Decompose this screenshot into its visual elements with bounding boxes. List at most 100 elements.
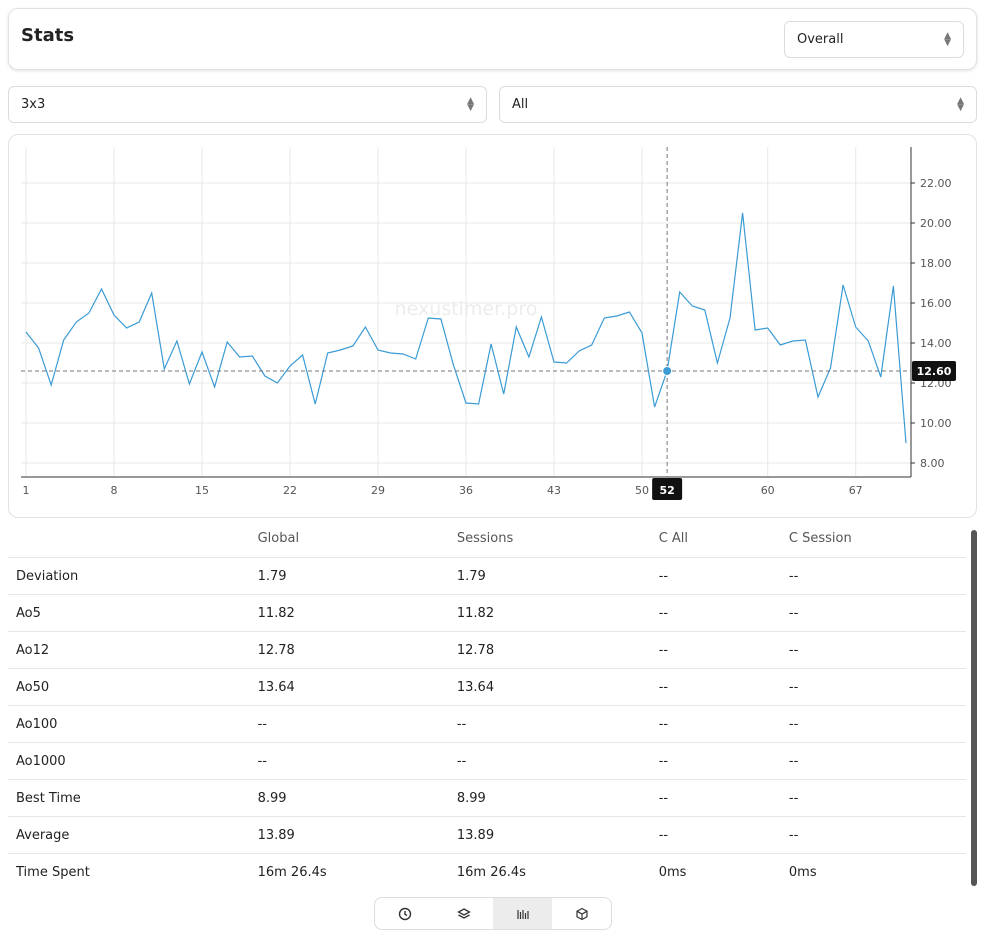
table-cell: Best Time bbox=[8, 779, 250, 817]
y-tick-label: 20.00 bbox=[920, 217, 952, 230]
table-cell: 8.99 bbox=[448, 779, 651, 817]
table-row: Ao100 -- -- -- -- bbox=[8, 705, 966, 743]
table-cell: 0ms bbox=[780, 853, 966, 890]
table-cell: 13.89 bbox=[249, 816, 449, 854]
mode-value: Overall bbox=[797, 32, 844, 47]
table-cell: Ao1000 bbox=[8, 742, 250, 780]
x-tick-label: 22 bbox=[283, 484, 297, 497]
x-tick-label: 50 bbox=[635, 484, 649, 497]
table-cell: 16m 26.4s bbox=[249, 853, 449, 890]
x-tick-label: 43 bbox=[547, 484, 561, 497]
crosshair-x-badge bbox=[652, 478, 683, 500]
y-tick-label: 22.00 bbox=[920, 177, 952, 190]
table-cell: -- bbox=[650, 816, 781, 854]
table-cell: 12.78 bbox=[448, 631, 651, 669]
table-cell: Average bbox=[8, 816, 250, 854]
table-cell: Ao100 bbox=[8, 705, 250, 743]
x-tick-label: 15 bbox=[195, 484, 209, 497]
x-tick-label: 29 bbox=[371, 484, 385, 497]
table-cell: 8.99 bbox=[249, 779, 449, 817]
icon bbox=[398, 907, 411, 920]
table-cell: -- bbox=[249, 705, 449, 743]
title: Stats bbox=[21, 25, 75, 46]
icon bbox=[516, 909, 529, 919]
table-cell: -- bbox=[780, 594, 966, 632]
table-cell: 11.82 bbox=[448, 594, 651, 632]
nav-stats[interactable] bbox=[493, 898, 552, 929]
table-cell: Ao5 bbox=[8, 594, 250, 632]
table-row: Ao1000 -- -- -- -- bbox=[8, 742, 966, 780]
table-cell: Deviation bbox=[8, 557, 250, 595]
x-tick-label: 67 bbox=[849, 484, 863, 497]
puzzle-select[interactable]: 3x3 ▲ ▼ bbox=[8, 86, 487, 123]
stats-table: Global Sessions C All C Session Deviation 1.7… bbox=[8, 520, 966, 890]
table-row: Ao50 13.64 13.64 -- -- bbox=[8, 668, 966, 706]
table-cell: -- bbox=[780, 742, 966, 780]
nav-timer[interactable] bbox=[375, 898, 434, 929]
x-tick-label: 36 bbox=[459, 484, 473, 497]
table-cell: 1.79 bbox=[249, 557, 449, 595]
table-cell: -- bbox=[249, 742, 449, 780]
y-tick-label: 14.00 bbox=[920, 337, 952, 350]
table-cell: 16m 26.4s bbox=[448, 853, 651, 890]
table-cell: 12.78 bbox=[249, 631, 449, 669]
icon bbox=[575, 907, 588, 920]
crosshair-x-label: 52 bbox=[659, 484, 674, 497]
table-cell: 13.64 bbox=[249, 668, 449, 706]
chart-card bbox=[8, 134, 977, 518]
session-select[interactable]: All ▲ ▼ bbox=[499, 86, 977, 123]
x-tick-label: 8 bbox=[111, 484, 118, 497]
table-cell: -- bbox=[448, 705, 651, 743]
header-cell: Global bbox=[257, 531, 300, 546]
table-row: Best Time 8.99 8.99 -- -- bbox=[8, 779, 966, 817]
table-cell: -- bbox=[448, 742, 651, 780]
header-cell: C All bbox=[658, 531, 689, 546]
mode-select[interactable]: Overall ▲ ▼ bbox=[784, 21, 964, 58]
x-tick-label: 60 bbox=[761, 484, 775, 497]
table-cell: -- bbox=[650, 631, 781, 669]
nav-sessions[interactable] bbox=[434, 898, 493, 929]
x-tick-label: 1 bbox=[23, 484, 30, 497]
table-cell: -- bbox=[650, 668, 781, 706]
table-row: Ao5 11.82 11.82 -- -- bbox=[8, 594, 966, 632]
y-tick-label: 16.00 bbox=[920, 297, 952, 310]
table-cell: -- bbox=[650, 779, 781, 817]
header-cell: C Session bbox=[788, 531, 852, 546]
chart: nexustimer.pro8.0010.0012.0014.0016.0018… bbox=[21, 147, 956, 500]
table-cell: Time Spent bbox=[8, 853, 250, 890]
table-cell: 13.64 bbox=[448, 668, 651, 706]
crosshair-y-label: 12.60 bbox=[917, 365, 952, 378]
table-cell: -- bbox=[650, 594, 781, 632]
header-card: Stats Overall ▲ ▼ bbox=[8, 8, 977, 70]
crosshair-y-badge bbox=[912, 361, 956, 381]
table-cell: Ao50 bbox=[8, 668, 250, 706]
table-row: Ao12 12.78 12.78 -- -- bbox=[8, 631, 966, 669]
table-row: Average 13.89 13.89 -- -- bbox=[8, 816, 966, 854]
table-cell: 11.82 bbox=[249, 594, 449, 632]
table-cell: -- bbox=[780, 631, 966, 669]
crosshair-point bbox=[662, 366, 673, 376]
icon bbox=[456, 907, 471, 919]
table-cell: -- bbox=[780, 668, 966, 706]
table-row: Deviation 1.79 1.79 -- -- bbox=[8, 557, 966, 595]
line bbox=[25, 212, 907, 444]
bottom-nav bbox=[374, 897, 612, 930]
header-cell: Sessions bbox=[456, 531, 514, 546]
session-value: All bbox=[512, 97, 529, 112]
table-cell: -- bbox=[650, 742, 781, 780]
nav-cube[interactable] bbox=[552, 898, 611, 929]
table-cell: -- bbox=[780, 816, 966, 854]
header-cell bbox=[8, 520, 250, 558]
table-cell: -- bbox=[780, 705, 966, 743]
puzzle-value: 3x3 bbox=[21, 97, 46, 112]
table-cell: -- bbox=[650, 557, 781, 595]
table-row: Time Spent 16m 26.4s 16m 26.4s 0ms 0ms bbox=[8, 853, 966, 890]
table-cell: -- bbox=[650, 705, 781, 743]
table-cell: 0ms bbox=[650, 853, 781, 890]
table-cell: -- bbox=[780, 557, 966, 595]
table-cell: 13.89 bbox=[448, 816, 651, 854]
y-tick-label: 18.00 bbox=[920, 257, 952, 270]
table-cell: Ao12 bbox=[8, 631, 250, 669]
scrollbar[interactable] bbox=[971, 530, 977, 886]
